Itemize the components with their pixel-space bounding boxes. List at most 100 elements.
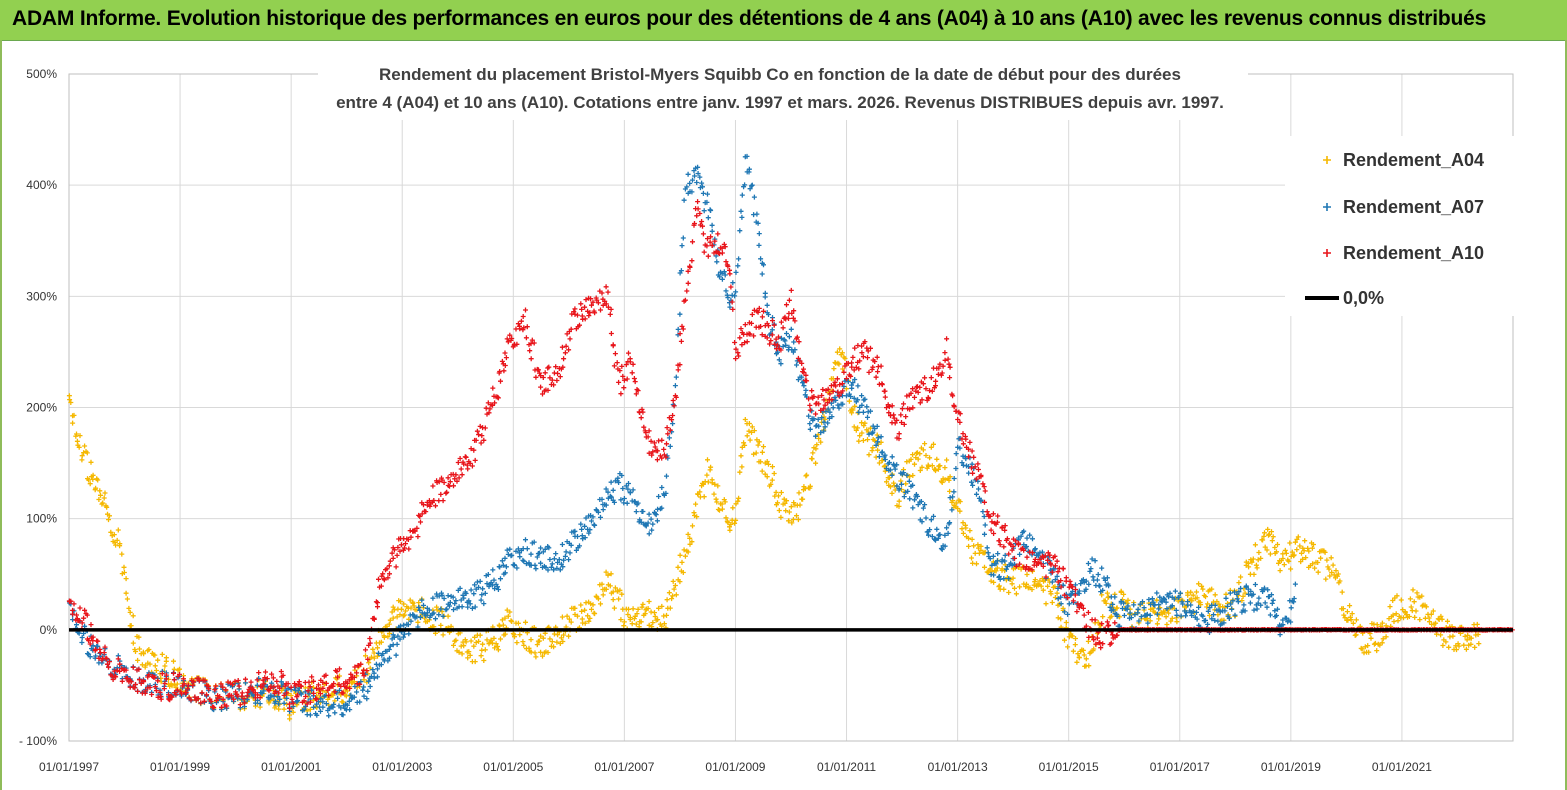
data-point-a07 bbox=[1189, 613, 1195, 618]
data-point-a04 bbox=[1359, 646, 1365, 652]
data-point-a07 bbox=[1211, 612, 1216, 618]
data-point-a10 bbox=[566, 347, 572, 353]
data-point-a04 bbox=[659, 623, 665, 629]
data-point-a10 bbox=[700, 231, 706, 237]
data-point-a04 bbox=[928, 444, 934, 450]
data-point-a10 bbox=[999, 524, 1005, 530]
data-point-a07 bbox=[756, 231, 762, 237]
data-point-a04 bbox=[802, 486, 808, 492]
data-point-a10 bbox=[684, 288, 690, 294]
data-point-a04 bbox=[478, 653, 484, 659]
data-point-a10 bbox=[695, 199, 701, 205]
data-point-a04 bbox=[307, 706, 313, 712]
data-point-a04 bbox=[1275, 542, 1280, 547]
data-point-a10 bbox=[577, 322, 582, 328]
data-point-a07 bbox=[876, 454, 882, 460]
data-point-a04 bbox=[1091, 646, 1097, 652]
data-point-a04 bbox=[872, 438, 878, 444]
data-point-a07 bbox=[1274, 613, 1279, 618]
data-point-a07 bbox=[575, 534, 580, 539]
data-point-a07 bbox=[1017, 551, 1023, 557]
data-point-a10 bbox=[540, 375, 546, 380]
data-point-a04 bbox=[1407, 596, 1413, 602]
data-point-a04 bbox=[451, 642, 456, 648]
data-point-a07 bbox=[306, 691, 312, 697]
data-point-a04 bbox=[371, 650, 377, 656]
data-point-a04 bbox=[627, 615, 633, 620]
data-point-a10 bbox=[306, 679, 312, 685]
data-point-a04 bbox=[119, 551, 125, 557]
data-point-a07 bbox=[960, 453, 966, 459]
data-point-a07 bbox=[870, 429, 876, 435]
data-point-a04 bbox=[1463, 646, 1469, 652]
data-point-a04 bbox=[708, 464, 714, 470]
data-point-a10 bbox=[507, 332, 513, 338]
data-point-a10 bbox=[545, 387, 551, 393]
data-point-a04 bbox=[90, 472, 96, 478]
data-point-a10 bbox=[818, 407, 824, 413]
data-point-a04 bbox=[533, 654, 539, 660]
data-point-a07 bbox=[603, 502, 609, 508]
data-point-a07 bbox=[537, 550, 542, 556]
data-point-a07 bbox=[500, 562, 506, 568]
data-point-a10 bbox=[984, 509, 990, 515]
data-point-a07 bbox=[1070, 588, 1075, 594]
data-point-a04 bbox=[1166, 610, 1172, 616]
data-point-a07 bbox=[835, 402, 841, 408]
data-point-a10 bbox=[865, 355, 870, 361]
data-point-a04 bbox=[1427, 619, 1432, 625]
data-point-a07 bbox=[1221, 620, 1227, 626]
x-tick-label: 01/01/2001 bbox=[261, 760, 321, 774]
data-point-a10 bbox=[320, 679, 326, 685]
data-point-a07 bbox=[344, 702, 350, 708]
data-point-a07 bbox=[375, 674, 380, 680]
data-point-a04 bbox=[370, 646, 376, 652]
data-point-a10 bbox=[575, 312, 580, 318]
data-point-a07 bbox=[478, 597, 484, 603]
data-point-a04 bbox=[884, 479, 889, 485]
data-point-a10 bbox=[110, 677, 116, 682]
data-point-a07 bbox=[934, 526, 940, 532]
data-point-a10 bbox=[705, 253, 711, 259]
data-point-a07 bbox=[664, 473, 669, 479]
data-point-a04 bbox=[904, 459, 910, 465]
data-point-a07 bbox=[1203, 617, 1208, 623]
data-point-a04 bbox=[1468, 635, 1474, 641]
data-point-a10 bbox=[71, 601, 77, 607]
data-point-a04 bbox=[1054, 590, 1060, 596]
data-point-a10 bbox=[86, 638, 92, 643]
data-point-a10 bbox=[384, 566, 390, 572]
data-point-a10 bbox=[1058, 578, 1064, 584]
data-point-a04 bbox=[528, 637, 534, 643]
data-point-a04 bbox=[953, 500, 959, 506]
data-point-a04 bbox=[68, 400, 74, 405]
data-point-a07 bbox=[1037, 550, 1043, 556]
data-point-a04 bbox=[1246, 564, 1252, 570]
data-point-a04 bbox=[1443, 639, 1449, 645]
data-point-a10 bbox=[555, 371, 561, 376]
data-point-a07 bbox=[852, 377, 858, 382]
data-point-a10 bbox=[594, 297, 600, 303]
data-point-a04 bbox=[287, 716, 293, 722]
data-point-a07 bbox=[833, 397, 839, 403]
data-point-a04 bbox=[575, 613, 580, 619]
data-point-a07 bbox=[666, 435, 672, 441]
data-point-a07 bbox=[904, 472, 910, 478]
data-point-a07 bbox=[659, 485, 665, 490]
data-point-a04 bbox=[549, 639, 555, 645]
data-point-a04 bbox=[1312, 565, 1318, 571]
data-point-a07 bbox=[1236, 589, 1242, 595]
data-point-a07 bbox=[1024, 544, 1029, 549]
data-point-a04 bbox=[595, 596, 601, 602]
data-point-a10 bbox=[114, 667, 120, 673]
data-point-a10 bbox=[395, 545, 401, 550]
data-point-a07 bbox=[347, 707, 353, 713]
data-point-a04 bbox=[153, 668, 159, 673]
data-point-a07 bbox=[982, 531, 987, 537]
data-point-a07 bbox=[323, 701, 329, 707]
data-point-a10 bbox=[323, 680, 329, 686]
data-point-a04 bbox=[920, 447, 926, 453]
data-point-a10 bbox=[728, 284, 734, 290]
data-point-a10 bbox=[387, 558, 393, 564]
